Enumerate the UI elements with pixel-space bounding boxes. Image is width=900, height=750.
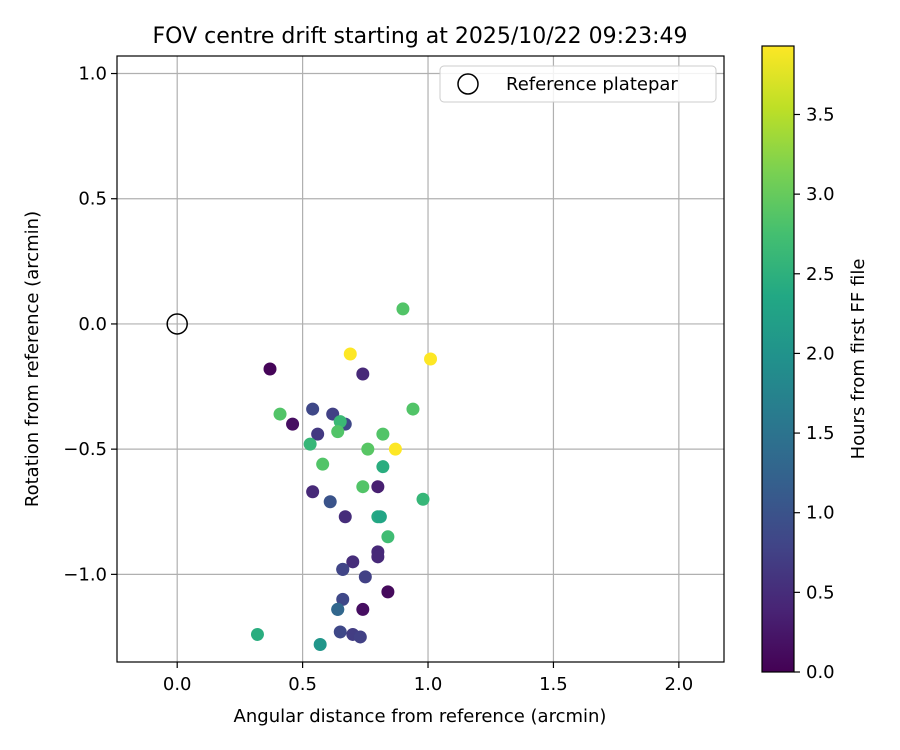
- colorbar-label: Hours from first FF file: [848, 259, 869, 460]
- x-tick-label: 0.5: [288, 674, 317, 695]
- plot-frame: [116, 55, 725, 663]
- data-point: [306, 485, 320, 499]
- data-point: [376, 427, 390, 441]
- legend-label: Reference platepar: [506, 74, 678, 95]
- data-point: [381, 530, 395, 544]
- data-point: [336, 562, 350, 576]
- x-tick-label: 1.0: [414, 674, 443, 695]
- colorbar-tick-label: 3.0: [806, 184, 835, 205]
- colorbar-tick-label: 1.0: [806, 503, 835, 524]
- data-point: [306, 402, 320, 416]
- y-tick-label: −0.5: [63, 439, 107, 460]
- x-tick-label: 0.0: [163, 674, 192, 695]
- legend: Reference platepar: [439, 65, 717, 103]
- data-point: [356, 367, 370, 381]
- data-point: [331, 602, 345, 616]
- colorbar-tick-label: 2.0: [806, 343, 835, 364]
- axis-ticks: 0.0 0.5 1.0 1.5 2.0 1.0 0.5 0.0 −0.5 −1.0: [63, 64, 693, 695]
- data-point: [373, 510, 387, 524]
- grid: [117, 56, 724, 662]
- data-point: [263, 362, 277, 376]
- data-point: [343, 347, 357, 361]
- y-tick-label: 1.0: [78, 64, 107, 85]
- x-tick-label: 1.5: [539, 674, 568, 695]
- colorbar-ticks: 0.0 0.5 1.0 1.5 2.0 2.5 3.0 3.5: [794, 104, 835, 683]
- data-point: [358, 570, 372, 584]
- data-point: [371, 550, 385, 564]
- data-point: [286, 417, 300, 431]
- data-point: [333, 415, 347, 429]
- data-point: [331, 425, 345, 439]
- colorbar-tick-label: 2.5: [806, 264, 835, 285]
- legend-box: [439, 65, 717, 103]
- data-point: [273, 407, 287, 421]
- data-point: [356, 480, 370, 494]
- colorbar-tick-label: 3.5: [806, 104, 835, 125]
- colorbar-tick-label: 1.5: [806, 423, 835, 444]
- data-point: [371, 480, 385, 494]
- data-points: [250, 302, 438, 651]
- colorbar-gradient: [761, 45, 795, 673]
- data-point: [381, 585, 395, 599]
- data-point: [336, 592, 350, 606]
- x-tick-label: 2.0: [665, 674, 694, 695]
- data-point: [303, 437, 317, 451]
- data-point: [376, 460, 390, 474]
- colorbar-tick-label: 0.0: [806, 662, 835, 683]
- chart-title: FOV centre drift starting at 2025/10/22 …: [153, 24, 688, 49]
- legend-marker-icon: [457, 73, 479, 95]
- colorbar-tick-label: 0.5: [806, 582, 835, 603]
- data-point: [424, 352, 438, 366]
- data-point: [361, 442, 375, 456]
- data-point: [323, 495, 337, 509]
- data-point: [356, 602, 370, 616]
- y-tick-label: −1.0: [63, 564, 107, 585]
- data-point: [313, 637, 327, 651]
- data-point: [338, 510, 352, 524]
- data-point: [353, 630, 367, 644]
- data-point: [311, 427, 325, 441]
- colorbar: 0.0 0.5 1.0 1.5 2.0 2.5 3.0 3.5 Hours from firs…: [761, 45, 869, 683]
- x-axis-label: Angular distance from reference (arcmin): [234, 706, 607, 727]
- data-point: [396, 302, 410, 316]
- y-tick-label: 0.0: [78, 314, 107, 335]
- reference-platepar-marker: [166, 313, 188, 335]
- y-tick-label: 0.5: [78, 189, 107, 210]
- data-point: [406, 402, 420, 416]
- data-point: [250, 627, 264, 641]
- data-point: [388, 442, 402, 456]
- y-axis-label: Rotation from reference (arcmin): [22, 211, 43, 507]
- data-point: [333, 625, 347, 639]
- data-point: [316, 457, 330, 471]
- data-point: [346, 555, 360, 569]
- data-point: [416, 492, 430, 506]
